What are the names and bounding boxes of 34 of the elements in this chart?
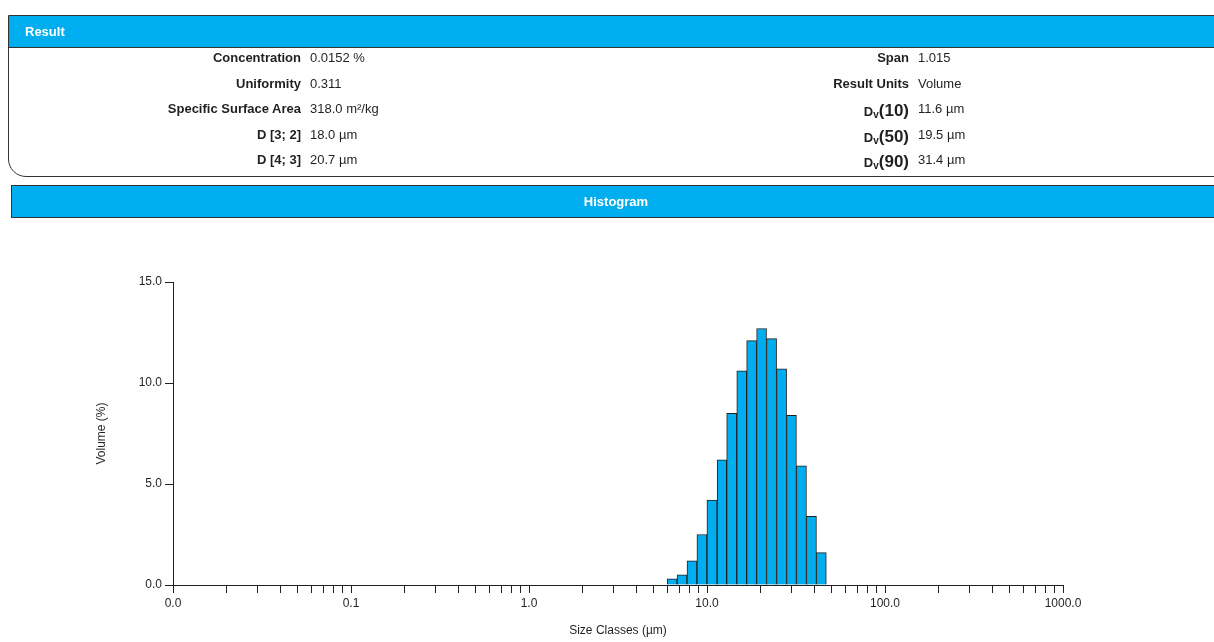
text: Volume bbox=[918, 75, 962, 91]
text: Result bbox=[9, 16, 1214, 48]
text: Uniformity bbox=[236, 75, 301, 91]
text: Specific Surface Area bbox=[167, 101, 301, 116]
text: 1.015 bbox=[918, 50, 951, 65]
text: D [3; 2] bbox=[256, 126, 301, 142]
text: 20.7 µm bbox=[310, 152, 358, 167]
x-tick-label: 0.0 bbox=[164, 595, 182, 610]
x-tick-label: 10.0 bbox=[695, 595, 719, 610]
text: 318.0 m²/kg bbox=[310, 101, 379, 116]
y-tick-label: 0.0 bbox=[145, 577, 163, 592]
text: 0.311 bbox=[310, 75, 342, 91]
y-tick-label: 10.0 bbox=[138, 375, 163, 390]
text: Result Units bbox=[833, 75, 909, 91]
x-axis-title: Size Classes (µm) bbox=[569, 623, 667, 638]
y-tick-label: 15.0 bbox=[138, 274, 163, 289]
y-tick-label: 5.0 bbox=[145, 476, 163, 491]
x-tick-label: 1.0 bbox=[520, 595, 538, 610]
text: 0.0152 % bbox=[310, 50, 365, 65]
x-tick-label: 1000.0 bbox=[1044, 595, 1082, 610]
text: Span bbox=[877, 50, 909, 65]
text: 31.4 µm bbox=[918, 152, 966, 167]
text: D$_{v}$(10) bbox=[863, 101, 909, 121]
y-axis-title: Volume (%) bbox=[93, 402, 108, 465]
chart-title: Histogram bbox=[11, 185, 1214, 218]
text: 11.6 µm bbox=[918, 101, 965, 116]
x-tick-label: 100.0 bbox=[869, 595, 901, 610]
text: D [4; 3] bbox=[256, 152, 301, 167]
text: 19.5 µm bbox=[918, 126, 966, 142]
text: D$_{v}$(50) bbox=[863, 126, 909, 147]
text: 18.0 µm bbox=[310, 126, 358, 142]
x-tick-label: 0.1 bbox=[342, 595, 360, 610]
text: Concentration bbox=[212, 50, 301, 65]
text: D$_{v}$(90) bbox=[863, 152, 909, 172]
